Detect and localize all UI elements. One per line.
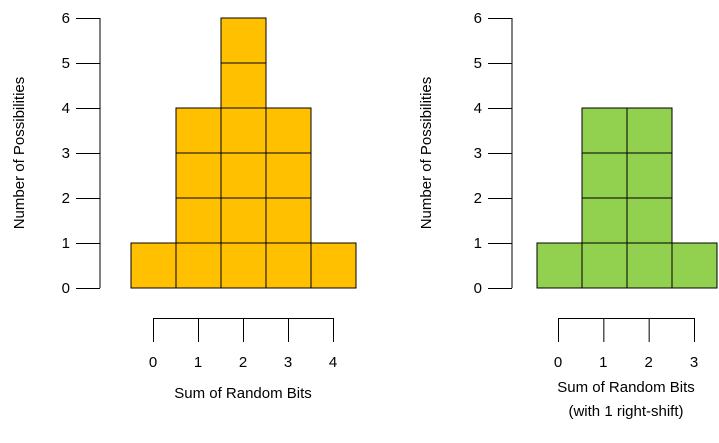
bar-cell [536,242,583,289]
y-tick-label: 6 [474,10,482,27]
y-tick-label: 0 [62,280,70,297]
bar-cell [265,107,312,154]
y-tick-label: 4 [62,100,70,117]
bar-cell [310,242,357,289]
bar-cell [671,242,718,289]
bar-3 [671,242,718,289]
bar-cell [265,242,312,289]
y-tick-label: 1 [62,235,70,252]
x-tick-label: 1 [194,354,202,371]
bar-cell [626,197,673,244]
bar-3 [265,107,312,289]
bar-1 [581,107,628,289]
y-tick-label: 1 [474,235,482,252]
x-tick-label: 4 [329,354,337,371]
x-tick-label: 0 [149,354,157,371]
x-axis-title: Sum of Random Bits [557,379,695,396]
x-tick-label: 3 [284,354,292,371]
y-tick-label: 4 [474,100,482,117]
bar-cell [220,197,267,244]
bar-1 [175,107,222,289]
bar-0 [130,242,177,289]
bar-cell [220,107,267,154]
y-tick-label: 5 [62,55,70,72]
x-tick-label: 0 [554,354,562,371]
y-tick-label: 3 [62,145,70,162]
x-tick-label: 2 [644,354,652,371]
y-tick-label: 5 [474,55,482,72]
bar-2 [220,17,267,289]
y-tick-label: 3 [474,145,482,162]
x-tick-label: 3 [690,354,698,371]
bar-cell [175,152,222,199]
chart-2: 0 1 2 3 4 5 6 Number of Possibilities 0 1 2 3 Sum of… [418,10,718,420]
y-axis-title: Number of Possibilities [11,77,28,230]
bar-cell [130,242,177,289]
y-tick-label: 0 [474,280,482,297]
x-axis-title: (with 1 right-shift) [568,403,683,420]
x-axis-title: Sum of Random Bits [174,385,312,402]
x-tick-label: 2 [239,354,247,371]
bar-4 [310,242,357,289]
bar-cell [220,152,267,199]
bar-cell [626,107,673,154]
y-tick-label: 6 [62,10,70,27]
bar-cell [220,62,267,109]
bar-cell [175,107,222,154]
bar-cell [626,242,673,289]
bar-cell [175,197,222,244]
y-axis-title: Number of Possibilities [418,77,435,230]
bar-cell [581,242,628,289]
bar-0 [536,242,583,289]
bar-cell [581,152,628,199]
y-tick-label: 2 [62,190,70,207]
bar-cell [581,107,628,154]
bar-2 [626,107,673,289]
bar-cell [220,17,267,64]
bar-cell [265,152,312,199]
bar-cell [265,197,312,244]
y-tick-label: 2 [474,190,482,207]
chart-1: 0 1 2 3 4 5 6 Number of Possibilities 0 1 2 3 4 Sum o… [11,10,357,402]
x-tick-label: 1 [599,354,607,371]
bar-cell [175,242,222,289]
bar-cell [581,197,628,244]
bar-cell [220,242,267,289]
bar-cell [626,152,673,199]
